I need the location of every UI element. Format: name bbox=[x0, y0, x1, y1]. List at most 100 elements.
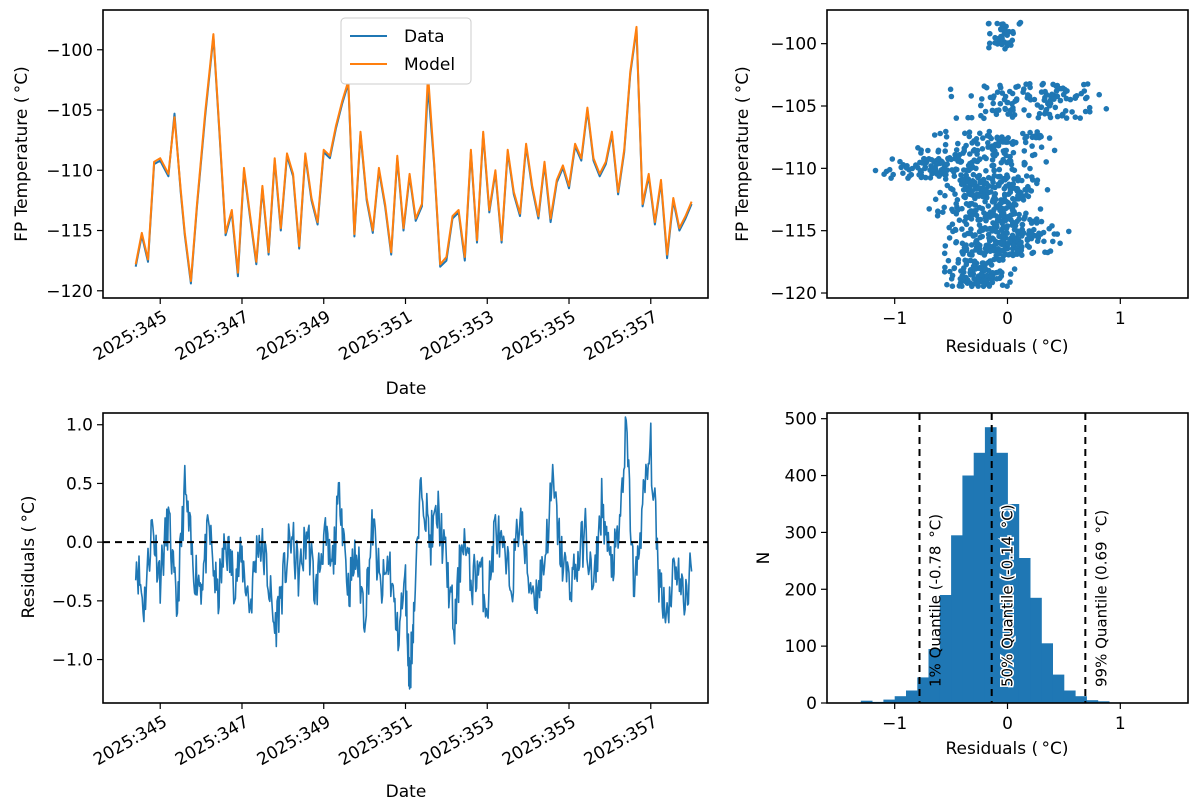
scatter-point bbox=[1009, 233, 1016, 239]
scatter-point bbox=[1054, 113, 1061, 120]
scatter-point bbox=[950, 228, 956, 235]
scatter-point bbox=[990, 100, 996, 107]
scatter-point bbox=[986, 40, 993, 47]
scatter-point bbox=[1019, 252, 1025, 258]
scatter-point bbox=[1062, 108, 1069, 114]
scatter-point bbox=[967, 257, 974, 264]
scatter-point bbox=[1001, 185, 1008, 192]
scatter-point bbox=[941, 250, 948, 257]
histogram-ytick-label: 0 bbox=[806, 694, 817, 714]
scatter-point bbox=[991, 144, 997, 150]
scatter-point bbox=[966, 129, 973, 135]
scatter-point bbox=[1009, 114, 1016, 120]
scatter-point bbox=[1044, 187, 1051, 193]
scatter-point bbox=[1021, 107, 1027, 113]
residuals-ytick-label: 0.5 bbox=[66, 474, 93, 494]
scatter-point bbox=[1010, 195, 1016, 202]
scatter-point bbox=[1007, 279, 1013, 285]
histogram-bar bbox=[1041, 643, 1053, 703]
scatter-point bbox=[1081, 81, 1087, 88]
histogram-bar bbox=[928, 649, 941, 703]
scatter-point bbox=[1007, 238, 1013, 244]
scatter-point bbox=[1058, 85, 1064, 92]
scatter-point bbox=[1043, 159, 1049, 165]
histogram-bar bbox=[883, 699, 896, 703]
scatter-point bbox=[947, 86, 954, 93]
histogram-bar bbox=[1007, 504, 1020, 703]
scatter-point bbox=[1007, 271, 1014, 277]
scatter-point bbox=[918, 150, 924, 156]
scatter-point bbox=[982, 214, 989, 221]
histogram-ytick-label: 300 bbox=[785, 523, 817, 543]
scatter-ylabel: FP Temperature ( °C) bbox=[733, 66, 753, 242]
histogram-xlabel: Residuals ( °C) bbox=[945, 739, 1068, 759]
scatter-point bbox=[993, 241, 999, 247]
scatter-point bbox=[941, 269, 948, 275]
scatter-point bbox=[944, 182, 951, 189]
scatter-point bbox=[889, 156, 896, 162]
scatter-point bbox=[981, 154, 988, 160]
scatter-ytick-label: −115 bbox=[770, 222, 817, 242]
scatter-point bbox=[993, 196, 999, 203]
scatter-point bbox=[980, 135, 986, 141]
scatter-point bbox=[932, 196, 939, 203]
histogram-bar bbox=[1030, 597, 1042, 703]
scatter-point bbox=[974, 147, 981, 154]
scatter-point bbox=[1014, 248, 1021, 255]
scatter-point bbox=[1038, 218, 1045, 225]
scatter-point bbox=[931, 132, 938, 138]
timeseries-ytick-label: −105 bbox=[46, 101, 93, 121]
scatter-point bbox=[949, 283, 956, 290]
scatter-point bbox=[973, 247, 979, 253]
scatter-point bbox=[965, 162, 972, 169]
scatter-point bbox=[986, 235, 992, 241]
scatter-point bbox=[1096, 91, 1102, 98]
scatter-point bbox=[975, 241, 981, 247]
scatter-xlabel: Residuals ( °C) bbox=[945, 337, 1068, 357]
scatter-point bbox=[979, 146, 986, 152]
scatter-point bbox=[989, 157, 996, 163]
scatter-point bbox=[1010, 149, 1017, 156]
scatter-point bbox=[985, 140, 991, 146]
scatter-point bbox=[993, 276, 1000, 282]
scatter-point bbox=[980, 260, 987, 266]
scatter-point bbox=[957, 159, 964, 165]
scatter-point bbox=[939, 159, 945, 165]
scatter-point bbox=[1054, 82, 1061, 89]
scatter-point bbox=[1037, 132, 1044, 139]
scatter-point bbox=[1050, 238, 1056, 245]
scatter-point bbox=[962, 130, 968, 137]
scatter-point bbox=[1017, 19, 1024, 26]
scatter-point bbox=[1016, 211, 1022, 218]
scatter-point bbox=[1053, 88, 1060, 94]
scatter-point bbox=[968, 93, 974, 99]
scatter-point bbox=[942, 148, 948, 154]
scatter-point bbox=[1010, 28, 1016, 35]
scatter-point bbox=[1009, 90, 1016, 97]
scatter-point bbox=[1046, 225, 1052, 232]
scatter-point bbox=[952, 191, 958, 197]
scatter-point bbox=[978, 102, 984, 109]
scatter-point bbox=[953, 147, 960, 153]
scatter-point bbox=[940, 209, 946, 215]
scatter-point bbox=[963, 261, 970, 268]
scatter-point bbox=[981, 281, 987, 287]
histogram-bar bbox=[984, 427, 997, 703]
scatter-point bbox=[1078, 90, 1085, 97]
histogram-xtick-label: 0 bbox=[1002, 714, 1013, 734]
quantile-label: 99% Quantile (0.69 °C) bbox=[1092, 510, 1110, 687]
scatter-point bbox=[1015, 174, 1021, 180]
scatter-point bbox=[1057, 240, 1063, 247]
scatter-point bbox=[905, 175, 911, 181]
scatter-point bbox=[1087, 109, 1093, 115]
scatter-point bbox=[998, 26, 1004, 32]
scatter-point bbox=[1050, 81, 1056, 88]
scatter-point bbox=[986, 20, 992, 27]
scatter-point bbox=[927, 175, 934, 181]
scatter-point bbox=[1003, 29, 1010, 35]
scatter-point bbox=[1023, 192, 1030, 198]
scatter-point bbox=[1016, 216, 1022, 222]
scatter-point bbox=[976, 156, 983, 163]
scatter-point bbox=[1016, 241, 1023, 247]
scatter-point bbox=[975, 185, 982, 192]
